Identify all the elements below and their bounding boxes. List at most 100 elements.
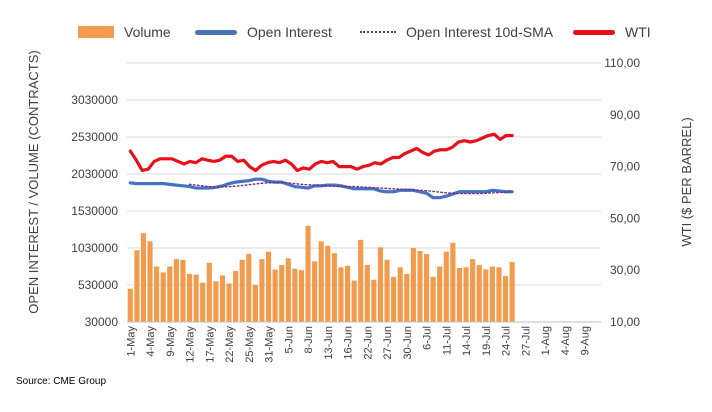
y-axis-left-title: OPEN INTEREST / VOLUME (CONTRACTS) [26,50,41,313]
volume-bar [496,267,502,322]
x-tick-label: 4-May [145,326,157,357]
y-tick-label-right: 30,00 [610,263,640,277]
volume-bar [226,283,232,322]
x-tick-label: 11-Jul [441,326,453,355]
legend: Volume Open Interest Open Interest 10d-S… [0,20,712,44]
axes: 30000 530000 1030000 1530000 2030000 2530000 3… [71,56,640,363]
volume-bar [259,259,265,322]
y-tick-label-right: 110,00 [604,56,640,70]
gridlines [127,62,601,286]
x-tick-label: 25-May [244,326,256,363]
volume-bar [483,269,489,322]
volume-bar [272,269,278,322]
volume-bar [443,251,449,322]
legend-swatch-wti [573,29,615,35]
y-tick-label-right: 90,00 [610,108,640,122]
volume-bar [173,259,179,322]
volume-bar [312,261,318,322]
volume-bar [437,266,443,322]
volume-bar [404,273,410,322]
x-tick-label: 30-Jun [402,326,414,360]
volume-bar [470,259,476,322]
volume-bar [252,285,258,322]
y-tick-label-left: 1030000 [71,241,118,255]
volume-bar [318,241,324,322]
x-tick-label: 4-Aug [560,326,572,355]
volume-bar [160,272,166,322]
volume-bar [127,288,133,322]
volume-bar [358,239,364,322]
x-tick-label: 27-Jun [382,326,394,360]
y-tick-label-left: 2530000 [71,130,118,144]
x-tick-label: 31-May [264,326,276,363]
volume-bar [233,270,239,322]
volume-bar [206,262,212,322]
y-tick-label-left: 530000 [78,278,118,292]
volume-bar [384,259,390,322]
x-tick-label: 27-Jul [520,326,532,356]
volume-bar [509,262,515,322]
y-axis-right-title: WTI ($ PER BARREL) [679,117,694,246]
volume-bar [193,274,199,322]
x-tick-label: 12-May [185,326,197,363]
volume-bar [456,267,463,322]
x-tick-label: 19-Jul [481,326,493,356]
y-tick-label-right: 50,00 [610,211,640,225]
y-tick-label-left: 30000 [85,315,119,329]
legend-item-volume: Volume [78,20,171,44]
volume-bar [180,259,186,322]
x-tick-label: 14-Jul [461,326,473,356]
volume-bar [219,275,226,322]
volume-bar [351,280,357,322]
volume-bar [423,253,430,322]
legend-label-wti: WTI [625,24,651,40]
x-tick-label: 8-Jun [303,326,315,354]
volume-bar [502,276,509,322]
volume-bar [489,266,495,322]
volume-bar [417,250,423,322]
volume-bar [397,267,403,322]
volume-bar [325,245,331,322]
y-tick-label-right: 70,00 [610,160,640,174]
volume-bar [147,241,153,322]
volume-bar [285,258,291,322]
volume-bar [476,265,482,322]
volume-bar [167,266,173,322]
volume-bar [298,270,305,322]
legend-item-open-interest: Open Interest [195,20,332,44]
y-tick-label-left: 3030000 [71,93,118,107]
legend-label-open-interest: Open Interest [247,24,332,40]
volume-bar [364,265,370,322]
x-tick-label: 13-Jun [323,326,335,360]
volume-bar [305,225,311,322]
volume-bar [338,267,344,322]
series-lines [128,132,514,200]
volume-bar [344,265,351,322]
legend-item-wti: WTI [573,20,651,44]
volume-bar [134,250,140,322]
x-tick-label: 5-Jun [283,326,295,354]
x-tick-label: 24-Jul [501,326,513,356]
x-tick-label: 9-May [165,326,177,357]
legend-label-sma: Open Interest 10d-SMA [406,24,554,40]
legend-item-sma: Open Interest 10d-SMA [360,20,553,44]
legend-swatch-open-interest [195,29,237,35]
wti-line [128,132,514,173]
x-tick-label: 22-May [224,326,236,363]
x-tick-label: 1-May [125,326,137,357]
volume-bar [377,247,384,322]
volume-bar [154,266,160,322]
y-tick-label-left: 1530000 [71,204,118,218]
volume-bar [430,276,436,322]
x-tick-label: 6-Jul [422,326,434,350]
legend-label-volume: Volume [124,24,171,40]
x-tick-label: 17-May [204,326,216,363]
legend-swatch-sma [360,31,396,33]
volume-bar [246,253,252,322]
volume-bar [450,242,456,322]
volume-bar [186,273,193,322]
y-tick-label-right: 10,00 [610,315,640,329]
legend-swatch-volume [78,26,114,38]
volume-bar [200,282,206,322]
